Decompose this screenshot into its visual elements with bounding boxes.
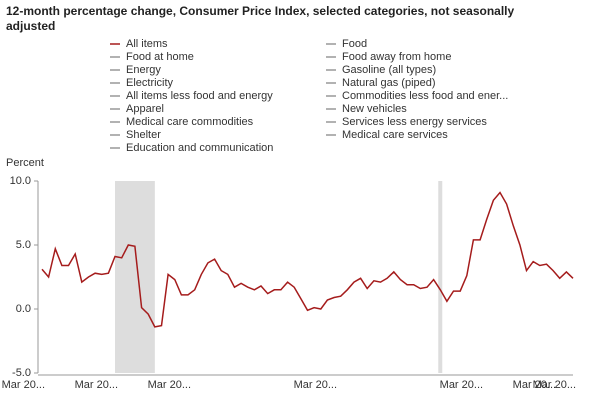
legend-label: Education and communication xyxy=(126,142,273,154)
legend-label: Shelter xyxy=(126,129,161,141)
x-tick-label: Mar 20... xyxy=(440,379,483,391)
x-tick-label: Mar 20... xyxy=(294,379,337,391)
legend-label: Energy xyxy=(126,64,161,76)
y-tick-label: 0.0 xyxy=(16,303,31,315)
legend-label: Food away from home xyxy=(342,51,451,63)
legend-label: New vehicles xyxy=(342,103,407,115)
legend-label: All items xyxy=(126,38,168,50)
y-tick-label: 5.0 xyxy=(16,239,31,251)
line-series xyxy=(41,191,574,328)
shaded-range xyxy=(438,181,443,373)
legend-label: Natural gas (piped) xyxy=(342,77,436,89)
legend-label: Services less energy services xyxy=(342,116,487,128)
legend-label: Medical care commodities xyxy=(126,116,254,128)
legend-label: Gasoline (all types) xyxy=(342,64,436,76)
legend-label: Apparel xyxy=(126,103,164,115)
x-tick-label: Mar 20... xyxy=(2,379,45,391)
x-tick-label: Mar 20... xyxy=(513,379,556,391)
shaded-range xyxy=(115,181,155,373)
legend-label: Food xyxy=(342,38,367,50)
y-tick-label: 10.0 xyxy=(10,175,31,187)
x-tick-label: Mar 20... xyxy=(75,379,118,391)
legend-label: Medical care services xyxy=(342,129,448,141)
y-axis-label: Percent xyxy=(6,157,44,169)
x-tick-label: Mar 20... xyxy=(148,379,191,391)
legend-label: All items less food and energy xyxy=(126,90,273,102)
legend-label: Food at home xyxy=(126,51,194,63)
y-tick-label: -5.0 xyxy=(12,367,31,379)
x-tick-label: Mar 20... xyxy=(533,379,576,391)
legend-label: Commodities less food and ener... xyxy=(342,90,508,102)
legend-label: Electricity xyxy=(126,77,174,89)
chart-title: 12-month percentage change, Consumer Pri… xyxy=(6,4,515,33)
